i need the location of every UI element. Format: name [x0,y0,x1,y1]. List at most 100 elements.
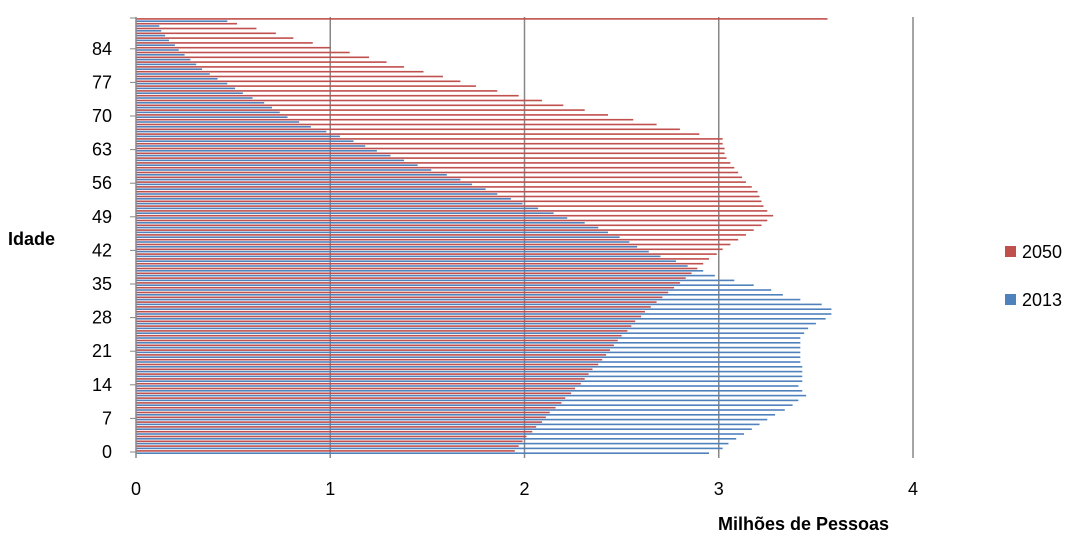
bar-2050-age-10 [136,402,562,404]
bar-2013-age-47 [136,226,599,229]
y-tick-label-49: 49 [92,207,112,227]
bar-2013-age-8 [136,414,776,416]
bar-2050-age-57 [136,176,743,179]
x-tick-label-1: 1 [325,479,335,499]
x-tick-label-0: 0 [131,479,141,499]
bar-2050-age-17 [136,368,593,371]
bar-2050-age-43 [136,243,731,246]
bar-2013-age-52 [136,202,523,205]
bar-2013-age-46 [136,231,609,234]
bar-2013-age-9 [136,409,785,411]
bar-2013-age-54 [136,193,498,195]
bar-2050-age-53 [136,195,760,198]
tick-labels: 0 1 2 3 4 0 7 14 21 28 35 42 49 56 63 70 77 84 [92,39,918,499]
legend-swatch-2013 [1005,294,1016,305]
bar-2050-age-40 [136,258,710,260]
bar-2013-age-13 [136,390,803,392]
bar-2050-age-54 [136,190,758,193]
y-tick-label-14: 14 [92,375,112,395]
y-axis-title: Idade [8,229,55,249]
bar-2050-age-36 [136,277,686,279]
bar-2050-age-1 [136,445,519,447]
y-tick-label-56: 56 [92,173,112,193]
bar-2050-age-50 [136,210,768,212]
bar-2050-age-81 [136,61,387,63]
y-tick-label-77: 77 [92,72,112,92]
bar-2013-age-45 [136,236,620,238]
bar-2013-age-55 [136,188,486,190]
bar-2050-age-15 [136,378,585,380]
bar-2013-age-1 [136,447,723,450]
bar-2013-age-48 [136,222,585,224]
bar-2050-age-61 [136,157,727,159]
bar-2013-age-57 [136,178,461,181]
bar-2013-age-44 [136,241,630,243]
bar-2050-age-79 [136,70,424,73]
bar-2050-age-22 [136,344,614,347]
bar-2013-age-63 [136,150,377,152]
bar-2013-age-72 [136,106,272,109]
bar-2013-age-58 [136,174,447,176]
bar-2050-age-30 [136,306,651,308]
bar-2050-age-64 [136,142,723,145]
bar-2050-age-80 [136,66,405,68]
bar-2013-age-14 [136,385,799,387]
bar-2013-age-51 [136,207,539,210]
bar-2013-age-27 [136,322,816,325]
bar-2013-age-19 [136,361,801,363]
bar-2013-age-17 [136,370,803,373]
bar-2013-age-61 [136,159,405,162]
legend: 2050 2013 [1005,242,1062,310]
bar-2013-age-84 [136,49,179,51]
bar-2050-age-74 [136,94,519,97]
bar-2050-age-8 [136,411,550,414]
bar-2013-age-80 [136,68,203,70]
bar-2050-age-68 [136,123,657,126]
bar-2013-age-0 [136,452,710,454]
bar-2050-age-42 [136,248,723,251]
bar-2013-age-26 [136,327,809,330]
bar-2013-age-90 [136,20,228,22]
bar-2013-age-83 [136,54,185,56]
bar-2050-age-7 [136,416,546,419]
y-tick-label-70: 70 [92,106,112,126]
x-tick-label-4: 4 [908,479,918,499]
bar-2013-age-78 [136,78,218,80]
x-tick-label-2: 2 [519,479,529,499]
bar-2013-age-67 [136,130,327,133]
bar-2013-age-43 [136,246,638,248]
legend-label-2013: 2013 [1022,290,1062,310]
bar-2050-age-76 [136,85,476,87]
bar-2013-age-28 [136,318,826,320]
bar-2013-age-39 [136,265,688,267]
bar-2050-age-12 [136,392,572,395]
bar-2013-age-4 [136,433,744,435]
bar-2013-age-32 [136,298,801,301]
bar-2050-age-34 [136,286,675,289]
x-axis-title: Milhões de Pessoas [718,514,889,534]
bar-2050-age-32 [136,296,663,299]
bar-2013-age-16 [136,375,803,378]
bar-2013-age-38 [136,270,704,272]
bar-2013-age-22 [136,346,801,349]
legend-swatch-2050 [1005,246,1016,257]
bar-2050-age-23 [136,339,618,342]
bar-2050-age-62 [136,152,725,155]
bar-2013-age-86 [136,39,170,42]
bar-2050-age-56 [136,181,746,183]
bar-2050-age-86 [136,37,294,39]
bar-2013-age-5 [136,428,752,430]
x-tick-label-3: 3 [714,479,724,499]
bar-2050-age-72 [136,104,564,107]
bar-2050-age-71 [136,109,585,111]
bar-2050-age-75 [136,90,498,92]
bar-2013-age-53 [136,198,511,200]
bar-2013-age-7 [136,418,768,421]
bar-2050-age-84 [136,46,331,49]
bar-2050-age-60 [136,162,731,164]
bar-2050-age-45 [136,234,746,236]
y-tick-label-28: 28 [92,308,112,328]
bar-2013-age-66 [136,135,340,138]
bar-2013-age-33 [136,294,783,296]
